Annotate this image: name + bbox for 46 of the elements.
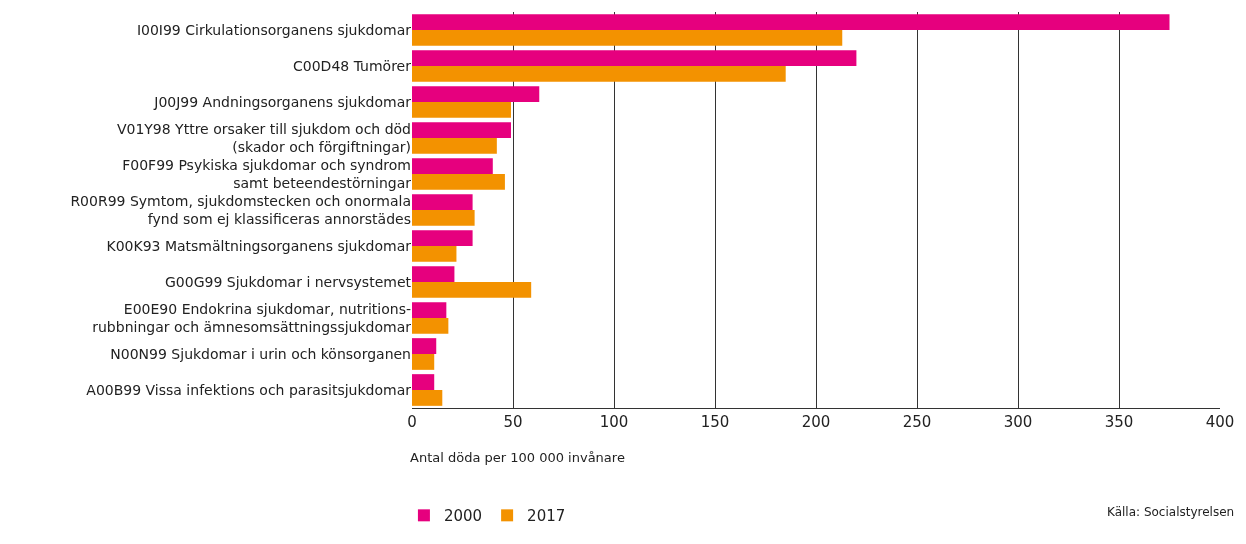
y-tick-label: J00J99 Andningsorganens sjukdomar xyxy=(153,93,412,110)
x-tick-label: 150 xyxy=(700,413,730,431)
y-tick-label: G00G99 Sjukdomar i nervsystemet xyxy=(165,273,412,290)
y-tick-label: I00I99 Cirkulationsorganens sjukdomar xyxy=(136,21,412,38)
bar xyxy=(412,210,475,226)
y-tick-label: A00B99 Vissa infektions och parasitsjukdomar xyxy=(86,381,412,398)
bar xyxy=(412,338,437,354)
bar xyxy=(412,14,1170,30)
x-axis-title: Antal döda per 100 000 invånare xyxy=(410,450,625,465)
bar xyxy=(412,318,449,334)
y-tick-label: C00D48 Tumörer xyxy=(293,57,412,74)
y-tick-label: K00K93 Matsmältningsorganens sjukdomar xyxy=(106,237,412,254)
bar xyxy=(412,174,505,190)
bar xyxy=(412,266,455,282)
x-tick-label: 250 xyxy=(902,413,932,431)
bar xyxy=(412,390,443,406)
bar xyxy=(412,158,493,174)
bar xyxy=(412,30,843,46)
text: Källa: Socialstyrelsen xyxy=(1107,505,1235,519)
y-tick-label: R00R99 Symtom, sjukdomstecken och onormala fynd som ej klassificeras annorstädes xyxy=(70,192,411,227)
bar xyxy=(412,138,497,154)
x-tick-label: 50 xyxy=(503,413,523,431)
bar xyxy=(412,102,511,118)
y-tick-label: N00N99 Sjukdomar i urin och könsorganen xyxy=(110,345,411,362)
x-tick-label: 300 xyxy=(1003,413,1033,431)
x-tick-label: 0 xyxy=(407,413,417,431)
x-tick-label: 400 xyxy=(1205,413,1235,431)
bar xyxy=(412,50,857,66)
bar xyxy=(412,374,435,390)
bar xyxy=(412,194,473,210)
y-tick-label: E00E90 Endokrina sjukdomar, nutritions- rubbningar och ämnesomsättningssjukdomar xyxy=(92,300,412,335)
bar xyxy=(412,122,511,138)
x-tick-label: 350 xyxy=(1104,413,1134,431)
bar xyxy=(412,354,435,370)
bar xyxy=(412,246,457,262)
x-tick-label: 200 xyxy=(801,413,831,431)
bar xyxy=(412,282,532,298)
bar xyxy=(412,66,786,82)
bar xyxy=(412,302,447,318)
legend-label: 2000 xyxy=(443,507,483,526)
y-tick-label: V01Y98 Yttre orsaker till sjukdom och död (skador och förgiftningar) xyxy=(116,120,411,155)
legend-label: 2017 xyxy=(527,507,566,526)
bar xyxy=(412,230,473,246)
x-tick-label: 100 xyxy=(599,413,629,431)
y-tick-label: F00F99 Psykiska sjukdomar och syndrom samt beteendestörningar xyxy=(122,156,412,191)
bar xyxy=(412,86,540,102)
